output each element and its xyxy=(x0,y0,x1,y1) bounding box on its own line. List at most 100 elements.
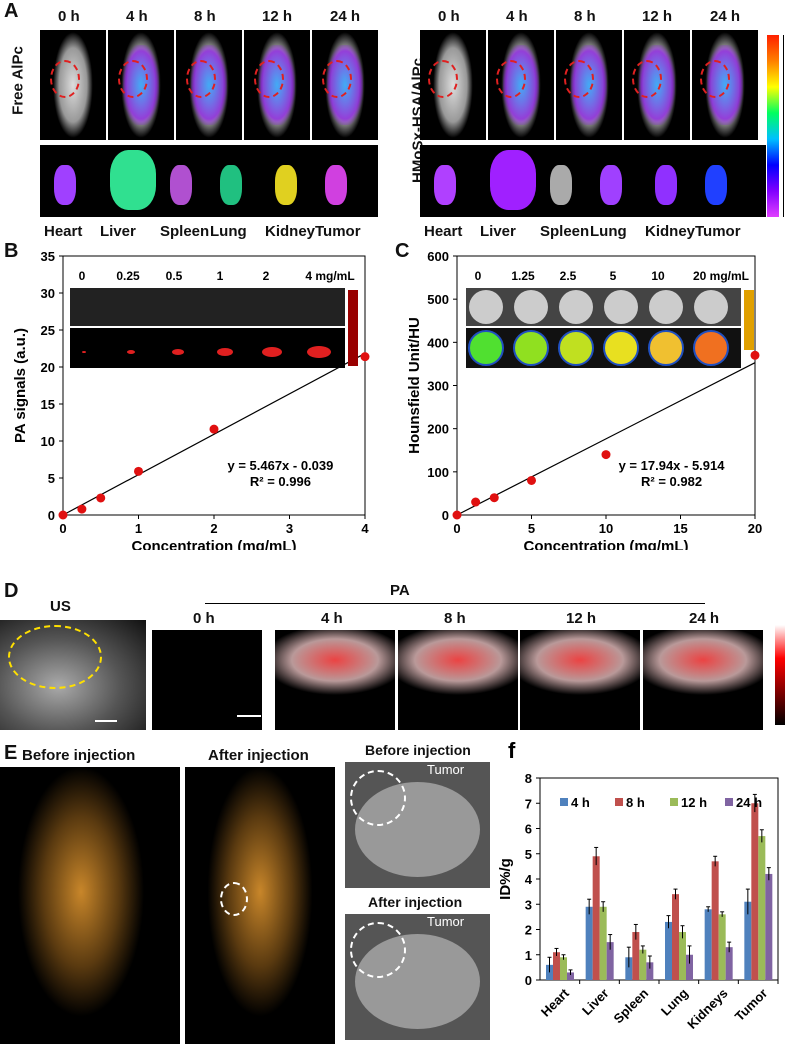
data-point xyxy=(452,510,462,520)
data-point xyxy=(58,510,68,520)
x-tick-label: Kidneys xyxy=(684,986,730,1032)
ct-before-label: Before injection xyxy=(365,742,471,758)
panel-b-label: B xyxy=(4,240,19,262)
inset-label: 2 xyxy=(263,269,270,283)
fit-r2: R² = 0.996 xyxy=(250,474,311,489)
bar xyxy=(646,962,654,980)
time-label: 24 h xyxy=(710,8,741,25)
pa-spot xyxy=(172,349,184,355)
inset-label: 1 xyxy=(217,269,224,283)
colorbar-arrow-icon xyxy=(783,35,784,217)
pa-image xyxy=(398,630,518,730)
ct-after-label: After injection xyxy=(368,894,463,910)
y-tick-label: 0 xyxy=(48,508,55,523)
data-point xyxy=(750,350,760,360)
organ-label: Liver xyxy=(100,223,136,240)
group-label-free: Free AlPc xyxy=(9,46,27,115)
ct-phantom xyxy=(514,290,548,324)
data-point xyxy=(471,497,481,507)
organ-5 xyxy=(705,165,727,205)
time-label: 0 h xyxy=(58,8,80,25)
x-tick-label: Liver xyxy=(579,986,612,1019)
time-label: 8 h xyxy=(194,8,216,25)
ct-phantom-color xyxy=(603,330,639,366)
y-tick-label: 1 xyxy=(525,948,532,963)
y-tick-label: 20 xyxy=(41,360,55,375)
legend-swatch xyxy=(615,798,623,806)
y-axis-label: ID%/g xyxy=(497,858,514,900)
ct-phantom xyxy=(469,290,503,324)
y-tick-label: 6 xyxy=(525,822,532,837)
x-axis-label: Concentration (mg/mL) xyxy=(132,538,297,550)
y-tick-label: 25 xyxy=(41,323,55,338)
y-tick-label: 7 xyxy=(525,796,532,811)
panel-f-label: f xyxy=(508,740,516,763)
x-tick-label: 5 xyxy=(528,521,535,536)
legend-swatch xyxy=(670,798,678,806)
bar xyxy=(725,947,733,980)
us-image xyxy=(0,620,146,730)
mouse-image xyxy=(108,30,174,140)
bar xyxy=(672,894,679,980)
mouse-image xyxy=(176,30,242,140)
ct-3d-after xyxy=(185,767,335,1044)
time-label: 8 h xyxy=(574,8,596,25)
panel-d-label: D xyxy=(4,580,19,602)
organ-4 xyxy=(655,165,677,205)
pa-inset xyxy=(70,328,345,368)
inset-label: 10 xyxy=(651,269,665,283)
organ-label: Tumor xyxy=(315,223,361,240)
y-axis-label: PA signals (a.u.) xyxy=(12,328,29,443)
panel-c-label: C xyxy=(395,240,410,262)
bar xyxy=(585,906,593,980)
us-label: US xyxy=(50,598,71,615)
x-tick-label: Lung xyxy=(658,985,691,1018)
ex-vivo-organ-image xyxy=(40,145,378,217)
inset-label: 4 mg/mL xyxy=(305,269,354,283)
bar xyxy=(639,949,647,980)
pa-spot xyxy=(307,346,331,358)
inset-label: 2.5 xyxy=(560,269,577,283)
ct-slice-before: Tumor xyxy=(345,762,490,888)
inset-label: 0 xyxy=(475,269,482,283)
ct-phantom-color xyxy=(468,330,504,366)
mouse-image xyxy=(692,30,758,140)
y-tick-label: 0 xyxy=(442,508,449,523)
y-tick-label: 600 xyxy=(427,249,449,264)
tumor-label: Tumor xyxy=(427,914,465,929)
pa-spot xyxy=(127,350,135,354)
y-axis-label: Hounsfield Unit/HU xyxy=(406,317,423,454)
ct-phantom xyxy=(694,290,728,324)
time-label: 12 h xyxy=(262,8,293,25)
mouse-image xyxy=(556,30,622,140)
ct-phantom-color xyxy=(648,330,684,366)
inset-colorbar xyxy=(744,290,754,350)
legend-label: 4 h xyxy=(571,795,590,810)
panel-a-label: A xyxy=(4,0,19,22)
us-inset xyxy=(70,288,345,326)
inset-label: 20 mg/mL xyxy=(693,269,749,283)
bar xyxy=(567,972,574,980)
tumor-label: Tumor xyxy=(427,762,465,777)
time-label: 12 h xyxy=(642,8,673,25)
y-tick-label: 100 xyxy=(427,465,449,480)
y-tick-label: 10 xyxy=(41,434,55,449)
x-tick-label: Spleen xyxy=(611,985,652,1026)
data-point xyxy=(489,493,499,503)
organ-label: Spleen xyxy=(540,223,590,240)
legend-swatch xyxy=(560,798,568,806)
panel-e-label: E xyxy=(4,742,18,764)
organ-label: Lung xyxy=(210,223,247,240)
after-injection-label: After injection xyxy=(208,747,309,764)
y-tick-label: 500 xyxy=(427,292,449,307)
y-tick-label: 200 xyxy=(427,422,449,437)
pa-image xyxy=(275,630,395,730)
bar xyxy=(625,957,633,980)
y-tick-label: 15 xyxy=(41,397,55,412)
mouse-image xyxy=(624,30,690,140)
organ-1 xyxy=(110,150,156,210)
x-axis-label: Concentration (mg/mL) xyxy=(524,538,689,550)
y-tick-label: 400 xyxy=(427,335,449,350)
